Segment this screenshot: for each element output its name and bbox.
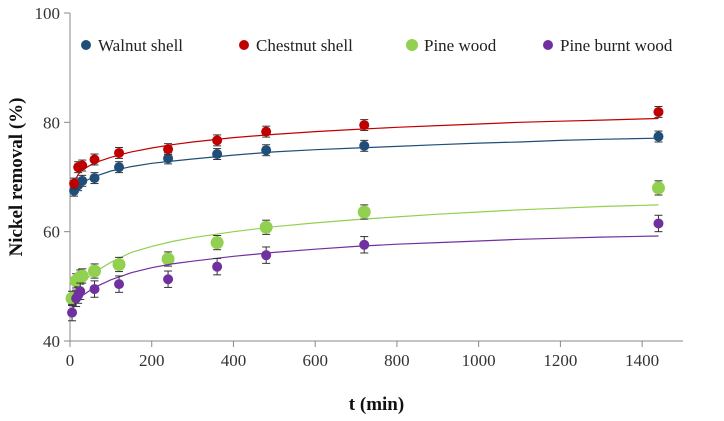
y-axis-title: Nickel removal (%) bbox=[6, 98, 27, 257]
data-point bbox=[653, 131, 664, 142]
legend-marker bbox=[406, 39, 418, 51]
data-point bbox=[69, 178, 80, 189]
data-point bbox=[112, 257, 126, 271]
x-axis-title: t (min) bbox=[349, 394, 404, 415]
data-point bbox=[651, 181, 665, 195]
x-tick-label: 1000 bbox=[462, 351, 496, 370]
axes bbox=[69, 13, 683, 342]
legend-item: Pine wood bbox=[406, 36, 497, 55]
data-point bbox=[89, 154, 100, 165]
data-point bbox=[89, 173, 100, 184]
legend: Walnut shell Chestnut shell Pine wood Pine … bbox=[81, 36, 673, 55]
x-tick-label: 200 bbox=[139, 351, 165, 370]
series-walnut-shell bbox=[69, 130, 664, 197]
legend-label: Walnut shell bbox=[98, 36, 183, 55]
legend-label: Pine wood bbox=[424, 36, 497, 55]
y-tick-label: 40 bbox=[43, 332, 60, 351]
data-point bbox=[261, 126, 272, 137]
x-tick-label: 800 bbox=[384, 351, 410, 370]
series-pine-burnt-wood bbox=[67, 214, 664, 322]
data-point bbox=[77, 175, 88, 186]
x-tick-label: 400 bbox=[221, 351, 247, 370]
plot-area bbox=[65, 105, 665, 322]
data-point bbox=[88, 264, 102, 278]
legend-marker bbox=[239, 40, 249, 50]
legend-item: Chestnut shell bbox=[239, 36, 353, 55]
legend-item: Pine burnt wood bbox=[543, 36, 673, 55]
data-point bbox=[212, 261, 223, 272]
legend-label: Chestnut shell bbox=[256, 36, 353, 55]
data-point bbox=[653, 218, 664, 229]
data-point bbox=[89, 284, 100, 295]
x-tick-label: 1200 bbox=[543, 351, 577, 370]
data-point bbox=[75, 286, 86, 297]
legend-item: Walnut shell bbox=[81, 36, 183, 55]
data-point bbox=[163, 153, 174, 164]
data-point bbox=[261, 145, 272, 156]
legend-marker bbox=[543, 40, 553, 50]
data-point bbox=[259, 220, 273, 234]
x-ticks: 0 200 400 600 800 1000 1200 1400 bbox=[66, 341, 659, 370]
data-point bbox=[261, 250, 272, 261]
x-tick-label: 600 bbox=[302, 351, 328, 370]
y-tick-label: 80 bbox=[43, 113, 60, 132]
data-point bbox=[359, 239, 370, 250]
data-point bbox=[114, 162, 125, 173]
data-point bbox=[114, 147, 125, 158]
data-point bbox=[75, 269, 89, 283]
x-tick-label: 0 bbox=[66, 351, 75, 370]
x-tick-label: 1400 bbox=[625, 351, 659, 370]
data-point bbox=[163, 274, 174, 285]
data-point bbox=[653, 106, 664, 117]
data-point bbox=[359, 120, 370, 131]
legend-label: Pine burnt wood bbox=[560, 36, 673, 55]
data-point bbox=[212, 135, 223, 146]
data-point bbox=[163, 144, 174, 155]
legend-marker bbox=[81, 40, 91, 50]
data-point bbox=[67, 307, 78, 318]
fit-line bbox=[71, 235, 659, 312]
series-chestnut-shell bbox=[69, 105, 664, 190]
data-point bbox=[114, 279, 125, 290]
data-point bbox=[357, 205, 371, 219]
y-tick-label: 100 bbox=[35, 4, 61, 23]
series-pine-wood bbox=[65, 180, 665, 306]
data-point bbox=[210, 236, 224, 250]
data-point bbox=[161, 252, 175, 266]
data-point bbox=[212, 149, 223, 160]
y-ticks: 40 60 80 100 bbox=[35, 4, 70, 351]
y-tick-label: 60 bbox=[43, 223, 60, 242]
data-point bbox=[359, 140, 370, 151]
data-point bbox=[77, 160, 88, 171]
